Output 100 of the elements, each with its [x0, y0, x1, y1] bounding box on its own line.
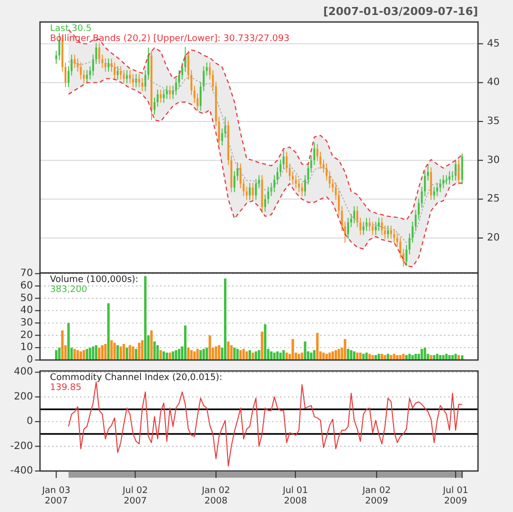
bar [67, 322, 70, 360]
bar [239, 350, 242, 360]
bar [230, 345, 233, 360]
y-tick-label: 60 [20, 280, 33, 292]
bar [206, 348, 208, 360]
candlestick [362, 221, 364, 236]
candlestick [445, 174, 448, 185]
bar [356, 352, 359, 360]
y-tick-label: 25 [487, 194, 500, 205]
bar [282, 350, 285, 360]
bar [338, 348, 340, 360]
bar [420, 348, 424, 360]
series-label: Last 30.5 [50, 24, 92, 34]
bar [316, 332, 319, 360]
y-tick-label: 40 [20, 305, 33, 316]
bar [260, 332, 264, 360]
bar [334, 350, 338, 360]
candlestick [387, 225, 389, 240]
bar [424, 348, 426, 360]
bar [365, 352, 368, 360]
text: 383,200 [50, 285, 88, 295]
bar [202, 348, 205, 360]
y-tick-label: 45 [487, 38, 500, 50]
bar [430, 355, 432, 360]
bar [242, 348, 245, 360]
bar [122, 344, 126, 360]
bar [414, 354, 417, 360]
bar [380, 354, 384, 360]
bar [120, 346, 122, 360]
bar [390, 355, 392, 360]
candlestick [301, 182, 303, 197]
candlestick [430, 166, 432, 200]
bar [153, 341, 156, 360]
legend-title: Commodity Channel Index (20,0.015): [50, 373, 222, 383]
bar [174, 350, 178, 360]
candlestick [168, 85, 171, 100]
bar [276, 351, 279, 360]
bar [227, 341, 230, 360]
y-tick-label: 0 [26, 416, 33, 428]
bar [82, 350, 86, 360]
candlestick [454, 159, 457, 181]
bar [374, 355, 377, 360]
bar [402, 354, 405, 360]
bar [107, 303, 110, 360]
y-tick-label: 400 [14, 366, 33, 378]
bar [273, 352, 276, 360]
candlestick [347, 217, 350, 240]
bar [399, 355, 402, 360]
bar [73, 348, 76, 360]
candlestick [166, 85, 168, 100]
bar [252, 352, 254, 360]
bar [368, 354, 371, 360]
bar [224, 278, 226, 360]
candlestick [368, 217, 371, 232]
bar [76, 350, 79, 360]
bar [162, 351, 165, 360]
x-tick-label: Jul 02 2007 [122, 486, 148, 506]
series-label: 139.85 [50, 383, 82, 393]
y-tick-label: 50 [20, 292, 33, 304]
bar [150, 330, 153, 360]
y-tick-label: 30 [487, 154, 500, 166]
bar [386, 354, 390, 360]
bar [233, 348, 236, 360]
x-tick-label: Jul 01 2008 [282, 486, 308, 506]
bar [208, 335, 212, 360]
bar [325, 354, 328, 360]
bar [396, 355, 398, 360]
bar [439, 355, 442, 360]
bar [166, 352, 168, 360]
bar [411, 355, 414, 360]
candlestick [132, 74, 134, 88]
candlestick [298, 178, 300, 193]
candlestick [372, 221, 374, 236]
x-tick-label: Jan 02 2009 [362, 486, 391, 506]
x-tick-label: Jan 02 2008 [200, 486, 230, 506]
bar [298, 354, 300, 360]
bar [392, 354, 396, 360]
bar [313, 350, 316, 360]
bar [445, 354, 448, 360]
bar [156, 345, 159, 360]
bar [132, 346, 134, 360]
bar [405, 355, 408, 360]
bar [141, 340, 144, 360]
bar [350, 350, 352, 360]
bar [138, 342, 140, 360]
bar [86, 348, 88, 360]
bar [104, 344, 107, 360]
y-tick-label: 40 [487, 77, 500, 88]
candlestick [104, 58, 106, 72]
bar [304, 341, 306, 360]
bar [436, 354, 438, 360]
bar [58, 348, 61, 360]
bar [254, 351, 258, 360]
bar [128, 345, 132, 360]
bar [448, 355, 451, 360]
bar [432, 355, 436, 360]
bar [457, 355, 460, 360]
bar [328, 352, 331, 360]
bar [384, 355, 386, 360]
candlestick [200, 81, 202, 112]
